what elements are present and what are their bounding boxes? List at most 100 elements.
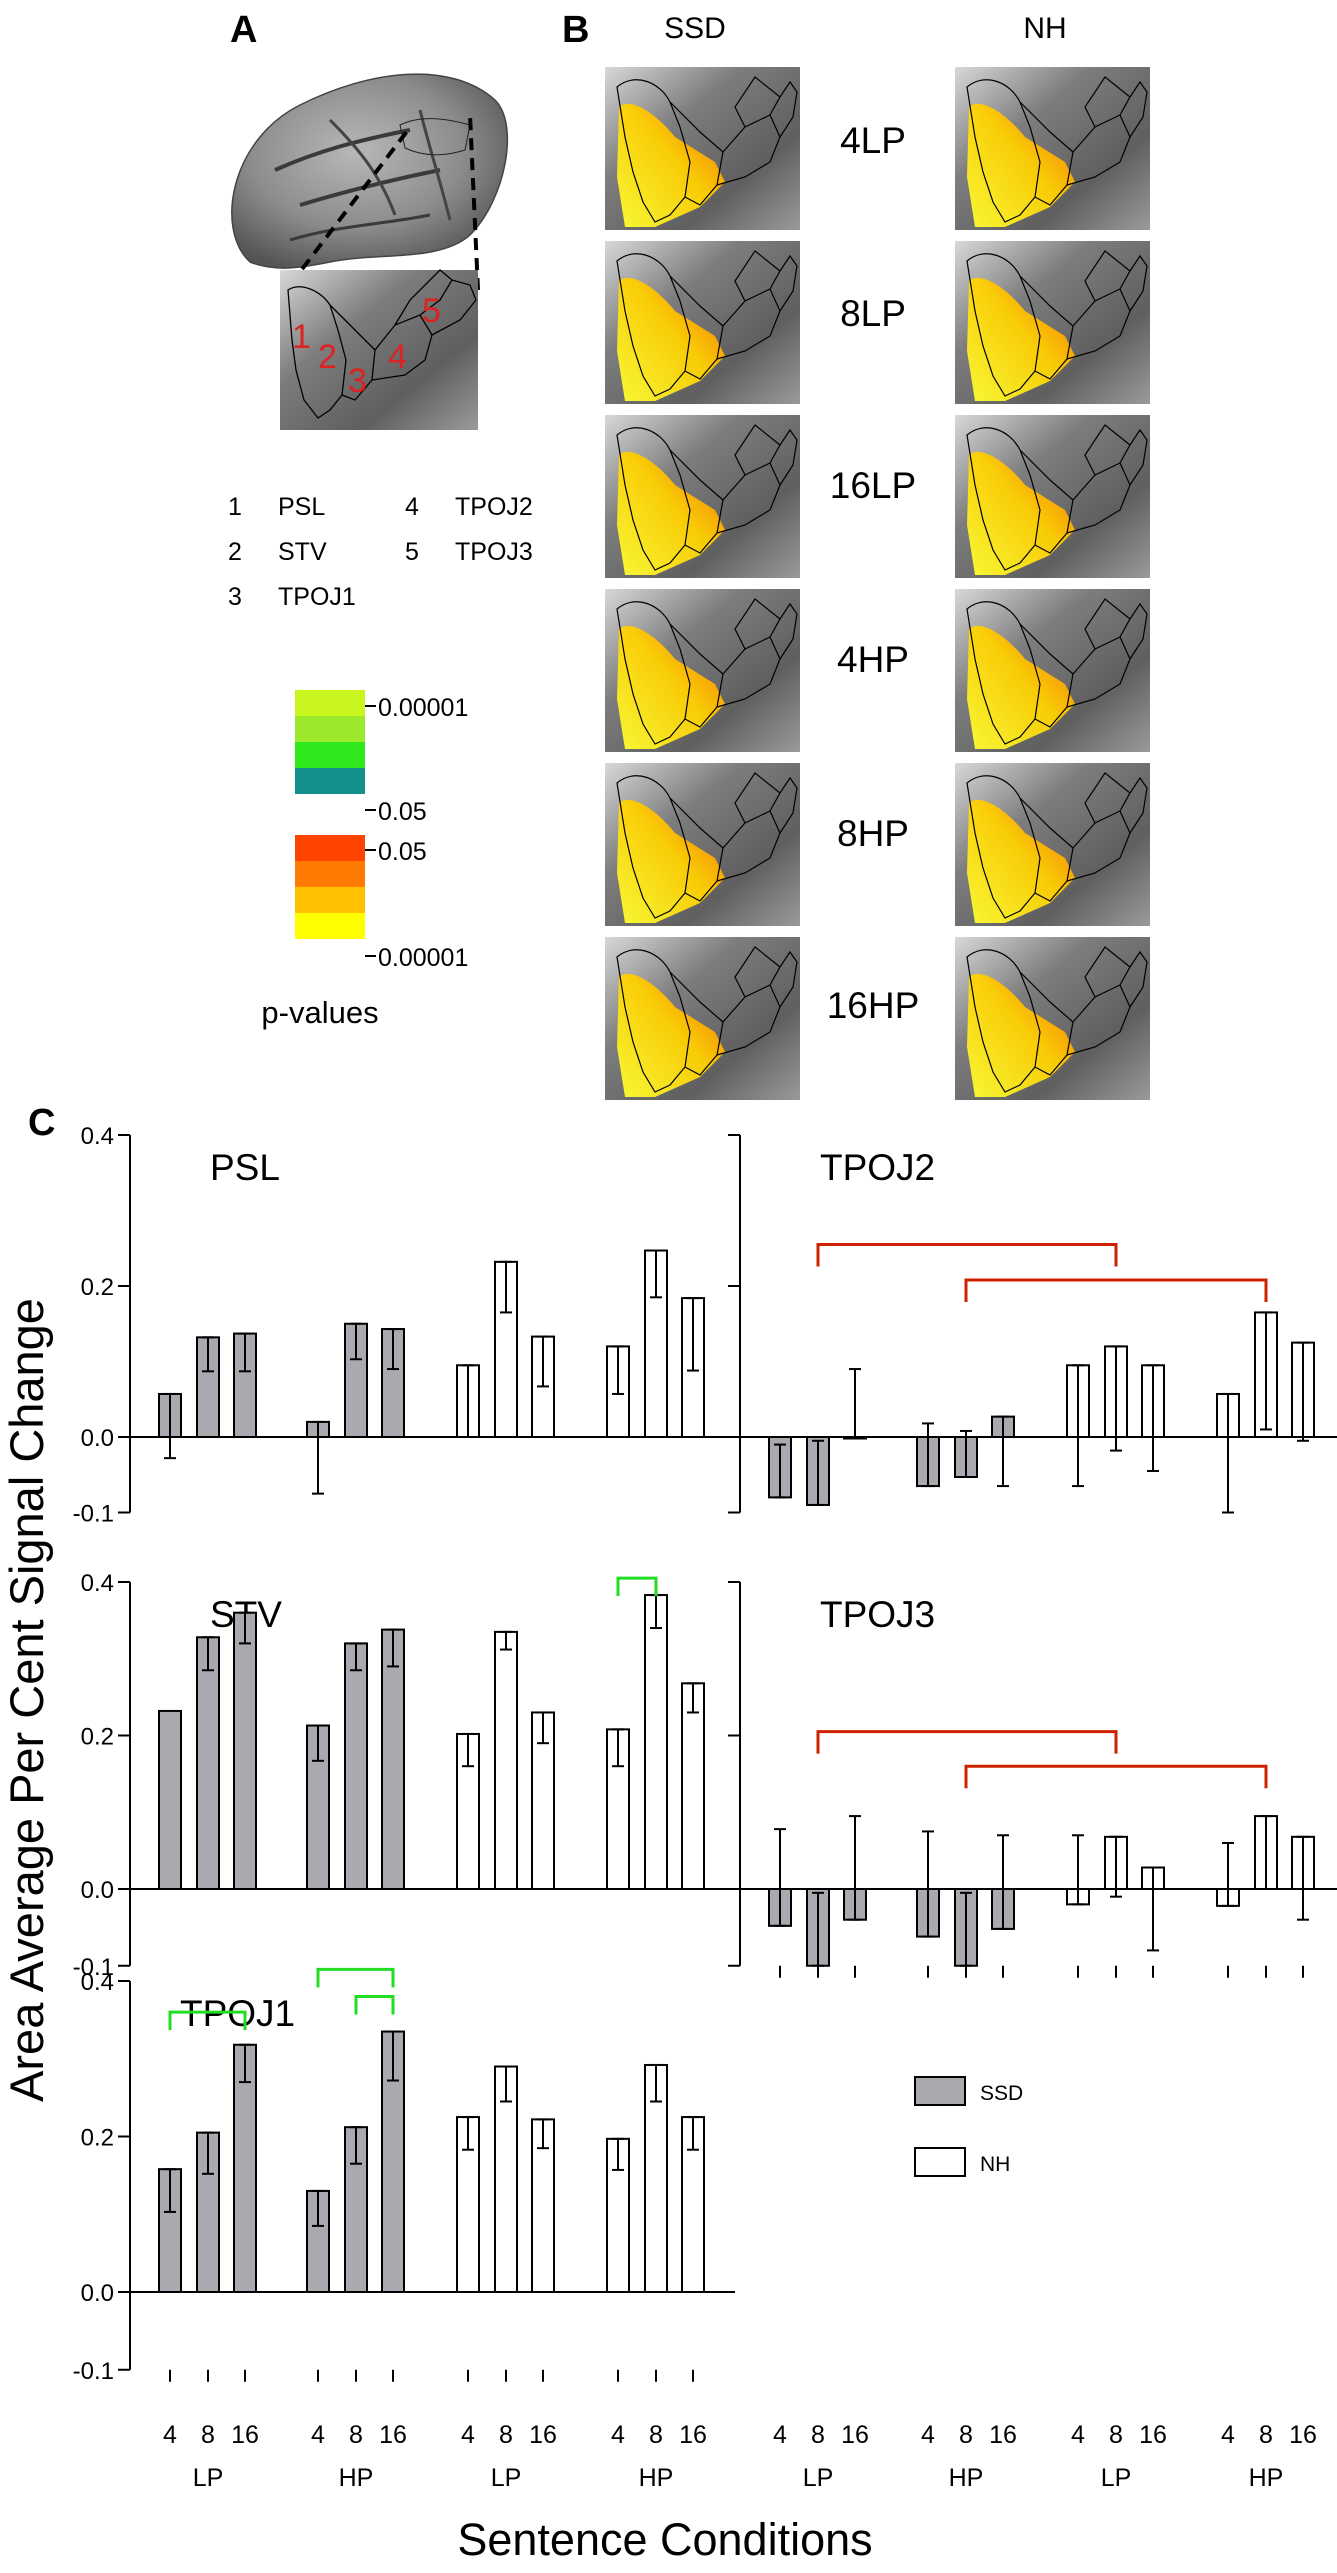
x-tick-label: 16 bbox=[841, 2421, 869, 2449]
x-tick-label: 8 bbox=[499, 2421, 513, 2449]
y-tick-label: 0.0 bbox=[81, 1425, 114, 1452]
colorbar-upper-segment bbox=[295, 768, 365, 794]
map-label-4lp: 4LP bbox=[840, 120, 906, 161]
x-tick-label: 16 bbox=[231, 2421, 259, 2449]
x-tick-label: 16 bbox=[379, 2421, 407, 2449]
brain-illustration bbox=[231, 73, 509, 269]
activation-map-nh-16hp bbox=[955, 937, 1150, 1100]
x-axis-title: Sentence Conditions bbox=[457, 2514, 872, 2565]
colorbar-upper-segment bbox=[295, 716, 365, 742]
bar-stv-4 bbox=[344, 1642, 368, 1891]
region-outline bbox=[966, 946, 1148, 1093]
activation-blob bbox=[617, 973, 725, 1097]
x-tick-label: 16 bbox=[1139, 2421, 1167, 2449]
significance-bracket bbox=[616, 1576, 658, 1597]
zoomed-region-map bbox=[280, 269, 478, 430]
activation-maps bbox=[605, 67, 1150, 1100]
y-tick-label: -0.1 bbox=[73, 2358, 114, 2385]
region-outline bbox=[616, 772, 798, 919]
panel-title-psl: PSL bbox=[210, 1147, 280, 1188]
colorbar-lower-segment bbox=[295, 835, 365, 861]
significance-bracket bbox=[816, 1242, 1118, 1267]
region-legend-name-5: TPOJ3 bbox=[455, 538, 533, 566]
region-legend-num-4: 4 bbox=[405, 493, 419, 521]
x-tick-label: 4 bbox=[311, 2421, 325, 2449]
x-group-label: HP bbox=[639, 2464, 674, 2492]
brain-region-numbers: 1 2 3 4 5 bbox=[292, 292, 441, 400]
region-outline bbox=[966, 250, 1148, 397]
activation-map-ssd-16hp bbox=[605, 937, 800, 1100]
region-legend-name-4: TPOJ2 bbox=[455, 493, 533, 521]
legend-label-nh: NH bbox=[980, 2153, 1010, 2176]
significance-bracket bbox=[168, 2010, 247, 2031]
x-tick-label: 8 bbox=[1109, 2421, 1123, 2449]
region-outline bbox=[616, 424, 798, 571]
x-tick-label: 8 bbox=[959, 2421, 973, 2449]
activation-blob bbox=[617, 277, 725, 401]
x-labels-right: 4 8 16 4 8 16 4 8 16 4 8 16LP HP LP HP bbox=[773, 2421, 1317, 2492]
chart-legend: SSD NH bbox=[914, 2076, 1023, 2177]
activation-blob bbox=[617, 799, 725, 923]
zoom-line-right bbox=[468, 114, 480, 291]
x-tick-label: 4 bbox=[611, 2421, 625, 2449]
x-group-label: HP bbox=[1249, 2464, 1284, 2492]
x-tick-label: 8 bbox=[811, 2421, 825, 2449]
brain-number-3: 3 bbox=[348, 362, 367, 400]
legend-label-ssd: SSD bbox=[980, 2082, 1023, 2105]
map-label-16hp: 16HP bbox=[827, 985, 920, 1026]
x-tick-label: 4 bbox=[921, 2421, 935, 2449]
significance-bracket bbox=[816, 1730, 1118, 1754]
colorbar-labels: 0.00001 0.05 0.05 0.00001 p-values bbox=[261, 694, 468, 1030]
x-tick-label: 4 bbox=[163, 2421, 177, 2449]
panel-a-label: A bbox=[230, 9, 257, 51]
region-legend-num-2: 2 bbox=[228, 538, 242, 566]
map-condition-labels: 4LP 8LP 16LP 4HP 8HP 16HP bbox=[827, 120, 920, 1026]
region-legend-num-5: 5 bbox=[405, 538, 419, 566]
activation-map-ssd-4lp bbox=[605, 67, 800, 230]
significance-bracket bbox=[964, 1278, 1268, 1302]
brain-number-4: 4 bbox=[388, 338, 407, 376]
panel-title-tpoj3: TPOJ3 bbox=[820, 1594, 935, 1635]
y-tick-label: 0.4 bbox=[81, 1969, 114, 1996]
region-legend: 1 PSL 2 STV 3 TPOJ1 4 TPOJ2 5 TPOJ3 bbox=[228, 493, 533, 611]
colorbar-upper-top-label: 0.00001 bbox=[378, 694, 468, 722]
x-group-label: HP bbox=[949, 2464, 984, 2492]
region-outline bbox=[616, 250, 798, 397]
significance-bracket bbox=[964, 1764, 1268, 1789]
y-tick-label: 0.4 bbox=[81, 1570, 114, 1597]
x-group-label: HP bbox=[339, 2464, 374, 2492]
colorbar-lower-segment bbox=[295, 887, 365, 913]
x-tick-label: 4 bbox=[1221, 2421, 1235, 2449]
bar-stv-11 bbox=[681, 1682, 705, 1891]
region-outline bbox=[966, 598, 1148, 745]
colorbar-upper-segment bbox=[295, 742, 365, 768]
bar-stv-1 bbox=[196, 1636, 220, 1891]
y-tick-label: 0.2 bbox=[81, 1274, 114, 1301]
activation-blob bbox=[617, 103, 725, 227]
region-legend-name-2: STV bbox=[278, 538, 327, 566]
map-column-ssd: SSD bbox=[664, 12, 726, 45]
activation-map-nh-8hp bbox=[955, 763, 1150, 926]
panel-b-label: B bbox=[562, 9, 589, 51]
map-label-4hp: 4HP bbox=[837, 639, 909, 680]
activation-map-nh-4lp bbox=[955, 67, 1150, 230]
x-group-label: LP bbox=[491, 2464, 522, 2492]
x-group-label: LP bbox=[1101, 2464, 1132, 2492]
region-outline bbox=[616, 598, 798, 745]
region-outline bbox=[616, 946, 798, 1093]
significance-bracket bbox=[354, 1995, 395, 2015]
region-outline bbox=[966, 772, 1148, 919]
activation-map-nh-16lp bbox=[955, 415, 1150, 578]
colorbar-lower-segment bbox=[295, 913, 365, 939]
activation-map-nh-4hp bbox=[955, 589, 1150, 752]
legend-swatch-nh bbox=[914, 2147, 966, 2177]
activation-blob bbox=[967, 103, 1075, 227]
activation-blob bbox=[967, 451, 1075, 575]
bar-charts: 0.40.20.0-0.1PSLTPOJ20.40.20.0-0.1STVTPO… bbox=[73, 1123, 1337, 2492]
map-label-8lp: 8LP bbox=[840, 293, 906, 334]
chart-panel-stv: 0.40.20.0-0.1STV bbox=[73, 1570, 735, 1981]
x-tick-label: 8 bbox=[349, 2421, 363, 2449]
bar-stv-7 bbox=[494, 1630, 518, 1890]
x-tick-label: 4 bbox=[773, 2421, 787, 2449]
